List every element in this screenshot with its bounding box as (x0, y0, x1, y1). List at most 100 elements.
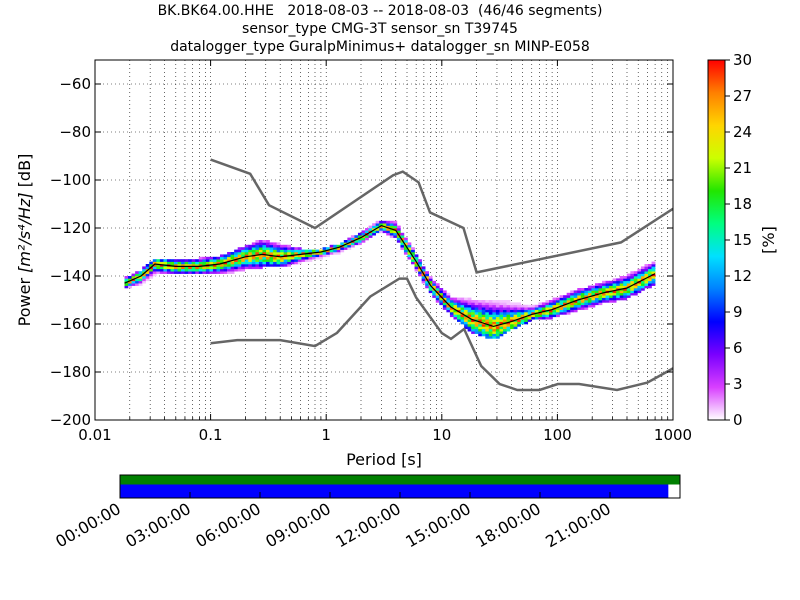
psd-histogram-cell (612, 283, 617, 286)
psd-histogram-cell (170, 261, 175, 265)
psd-histogram-cell (640, 276, 645, 279)
psd-histogram-cell (202, 268, 207, 272)
psd-histogram-cell (616, 285, 621, 289)
psd-histogram-cell (570, 300, 575, 303)
psd-histogram-cell (633, 271, 638, 274)
psd-histogram-cell (241, 256, 246, 260)
psd-histogram-cell (244, 264, 249, 267)
psd-histogram-cell (265, 240, 270, 243)
psd-histogram-cell (619, 290, 624, 294)
psd-histogram-cell (510, 321, 514, 325)
psd-histogram-cell (131, 273, 136, 277)
psd-histogram-cell (492, 309, 497, 313)
psd-histogram-cell (396, 235, 401, 238)
psd-histogram-cell (269, 252, 274, 255)
psd-histogram-cell (648, 273, 652, 277)
psd-histogram-cell (234, 264, 239, 267)
psd-histogram-cell (499, 316, 504, 320)
psd-histogram-cell (513, 302, 518, 306)
psd-histogram-cell (623, 297, 628, 301)
psd-histogram-cell (159, 259, 164, 262)
psd-histogram-cell (230, 271, 235, 274)
psd-histogram-cell (265, 256, 270, 260)
psd-histogram-cell (336, 252, 341, 255)
psd-histogram-cell (290, 261, 295, 265)
psd-histogram-cell (623, 288, 628, 291)
psd-histogram-cell (626, 278, 631, 282)
psd-histogram-cell (520, 321, 525, 325)
psd-histogram-cell (149, 273, 154, 277)
psd-histogram-cell (191, 259, 196, 262)
psd-histogram-cell (623, 290, 628, 294)
psd-histogram-cell (336, 249, 341, 253)
psd-histogram-cell (251, 244, 256, 248)
psd-histogram-cell (548, 309, 553, 313)
y-tick-label: −80 (59, 123, 91, 141)
psd-histogram-cell (626, 290, 631, 294)
psd-histogram-cell (216, 268, 221, 272)
psd-histogram-cell (290, 259, 295, 262)
psd-histogram-cell (138, 283, 143, 286)
psd-histogram-cell (198, 259, 203, 262)
psd-histogram-cell (174, 268, 178, 272)
psd-histogram-cell (492, 336, 497, 339)
psd-histogram-cell (386, 232, 391, 236)
psd-histogram-cell (453, 309, 458, 313)
psd-histogram-cell (517, 324, 521, 327)
psd-histogram-cell (326, 252, 330, 255)
psd-histogram-cell (128, 280, 132, 284)
psd-histogram-cell (464, 300, 468, 303)
psd-histogram-cell (230, 254, 235, 258)
psd-histogram-cell (230, 256, 235, 260)
psd-histogram-cell (513, 321, 518, 325)
psd-histogram-cell (403, 242, 408, 246)
psd-histogram-cell (439, 297, 444, 301)
psd-histogram-cell (407, 254, 412, 258)
psd-histogram-cell (609, 280, 613, 284)
psd-histogram-cell (142, 273, 147, 277)
psd-histogram-cell (612, 300, 617, 303)
psd-histogram-cell (552, 300, 557, 303)
psd-histogram-cell (609, 285, 613, 289)
psd-histogram-cell (255, 247, 260, 250)
psd-histogram-cell (577, 292, 582, 296)
psd-histogram-cell (464, 324, 468, 327)
psd-histogram-cell (280, 259, 284, 262)
psd-histogram-cell (449, 312, 454, 315)
psd-histogram-cell (517, 309, 521, 313)
psd-histogram-cell (152, 271, 157, 274)
psd-histogram-cell (488, 319, 493, 322)
psd-histogram-cell (265, 247, 270, 250)
psd-histogram-cell (138, 276, 143, 279)
psd-histogram-cell (481, 326, 486, 330)
psd-histogram-cell (548, 302, 553, 306)
psd-histogram-cell (559, 312, 564, 315)
psd-histogram-cell (630, 278, 635, 282)
psd-histogram-cell (283, 244, 288, 248)
y-tick-label: −120 (50, 219, 91, 237)
psd-histogram-cell (495, 321, 500, 325)
psd-histogram-cell (326, 249, 330, 253)
psd-histogram-cell (251, 252, 256, 255)
psd-histogram-cell (181, 264, 185, 267)
psd-histogram-cell (269, 256, 274, 260)
psd-histogram-cell (594, 288, 599, 291)
psd-histogram-cell (234, 256, 239, 260)
psd-histogram-cell (354, 242, 359, 246)
psd-histogram-cell (651, 283, 656, 286)
psd-histogram-cell (241, 249, 246, 253)
psd-histogram-cell (587, 292, 592, 296)
psd-histogram-cell (520, 309, 525, 313)
psd-histogram-cell (566, 300, 571, 303)
psd-histogram-cell (241, 247, 246, 250)
psd-histogram-cell (464, 326, 468, 330)
psd-histogram-cell (428, 280, 433, 284)
psd-histogram-cell (343, 240, 348, 243)
psd-histogram-cell (156, 268, 161, 272)
psd-histogram-cell (563, 302, 567, 306)
psd-histogram-cell (527, 319, 532, 322)
psd-histogram-cell (633, 292, 638, 296)
psd-histogram-cell (407, 252, 412, 255)
psd-histogram-cell (492, 328, 497, 332)
psd-histogram-cell (460, 297, 465, 301)
